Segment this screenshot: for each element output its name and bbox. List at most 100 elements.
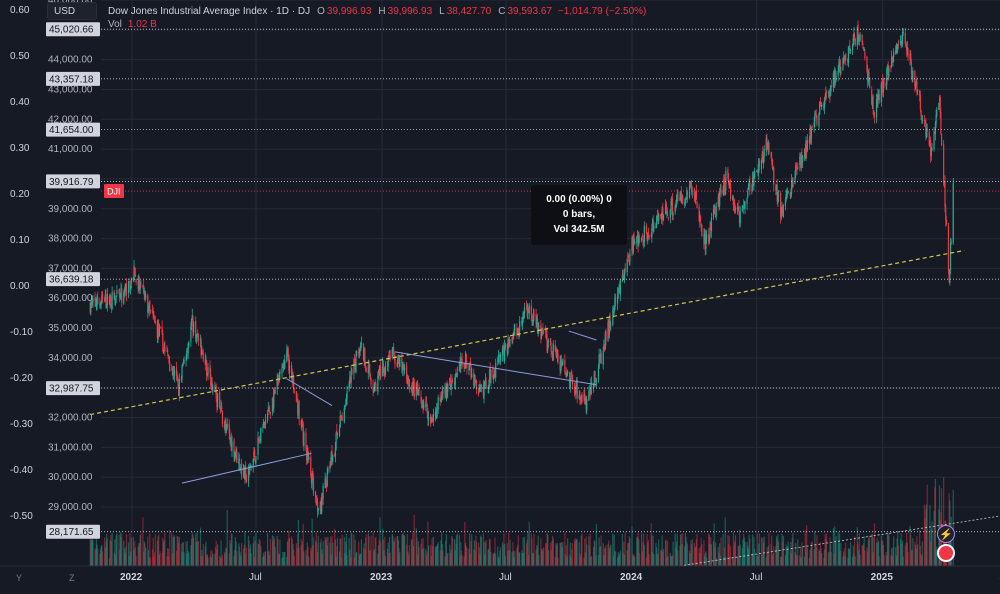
corner-label-right[interactable]: Z [69,573,75,583]
time-axis-label: Jul [750,572,763,583]
candle-body [310,476,313,483]
volume-bar [875,542,878,566]
volume-bar [799,547,802,566]
candle-body [896,46,898,49]
candle-body [699,215,702,222]
candle-body [362,344,365,361]
volume-bar [389,552,391,566]
candle-body [485,381,487,389]
candle-body [300,421,302,426]
volume-bar [589,533,591,566]
candle-body [914,85,917,89]
candle-body [298,401,300,420]
currency-selector[interactable]: USD [47,2,97,20]
candle-body [948,270,950,282]
candle-body [149,309,152,311]
volume-bar [571,543,574,566]
volume-bar [297,519,300,566]
candle-body [402,364,404,370]
currency-label: USD [54,5,76,17]
volume-trend-line[interactable] [679,515,1000,567]
candle-body [871,97,874,106]
candle-body [321,496,324,499]
candle-body [714,207,716,215]
volume-bar [349,549,351,566]
candle-body [135,278,137,283]
us-flag-icon[interactable] [937,544,955,562]
candle-body [247,468,250,482]
candle-body [162,349,165,354]
candle-body [417,385,419,396]
pattern-line[interactable] [568,330,597,341]
candle-body [418,388,420,396]
pattern-line[interactable] [286,378,333,407]
volume-bar [129,533,131,566]
candle-body [334,454,336,456]
candle-body [253,451,255,458]
price-badge[interactable] [46,381,100,396]
volume-bar [442,550,444,566]
legend-title[interactable]: Dow Jones Industrial Average Index · 1D … [108,6,311,17]
volume-bar [921,541,924,566]
volume-bar [283,551,285,566]
trend-line[interactable] [90,249,965,416]
candle-body [684,202,686,205]
volume-bar [912,537,914,566]
corner-label-left[interactable]: Y [16,573,23,583]
candle-body [756,169,758,173]
candle-body [475,380,478,390]
candle-body [269,410,271,412]
candle-body [488,370,491,383]
price-badge[interactable] [46,22,100,37]
candle-body [843,57,845,59]
volume-bar [800,557,802,566]
volume-bar [619,550,621,566]
volume-bar [521,553,524,566]
candle-body [843,57,845,60]
pattern-line[interactable] [394,351,597,386]
candle-body [95,304,97,307]
volume-bar [924,518,926,566]
volume-bar [100,546,102,566]
price-badge[interactable] [46,71,100,86]
symbol-badge[interactable] [104,184,124,199]
volume-bar [728,535,730,566]
volume-bar [599,546,602,566]
candle-body [708,233,710,242]
candle-body [317,502,319,512]
price-badge[interactable] [46,272,100,287]
price-badge[interactable] [46,174,100,189]
volume-bar [234,549,236,566]
volume-bar [125,534,128,566]
pattern-line[interactable] [181,452,312,484]
volume-bar [911,550,913,566]
candle-body [877,93,880,96]
price-badge[interactable] [46,524,100,539]
candle-body [504,343,506,348]
volume-bar [727,544,730,566]
volume-bar [190,538,193,566]
candle-body [411,383,413,390]
candle-body [885,83,887,86]
candle-body [909,53,911,60]
candle-body [610,324,612,326]
price-axis-label: 37,000.00 [48,263,93,274]
volume-bar [226,509,228,566]
volume-bar [334,528,336,566]
pct-axis-label: -0.30 [10,419,33,430]
volume-bar [727,535,729,566]
candle-body [490,369,492,383]
candle-body [632,240,634,251]
volume-bar [804,556,806,566]
price-axis-label: 35,000.00 [48,323,93,334]
price-badge[interactable] [46,122,100,137]
volume-bar [110,534,112,566]
volume-bar [340,538,342,566]
volume-bar [330,536,332,566]
volume-bar [196,532,198,566]
lightning-icon[interactable]: ⚡ [937,525,955,543]
volume-bar [286,541,289,566]
volume-bar [886,532,889,566]
candle-body [348,383,350,390]
